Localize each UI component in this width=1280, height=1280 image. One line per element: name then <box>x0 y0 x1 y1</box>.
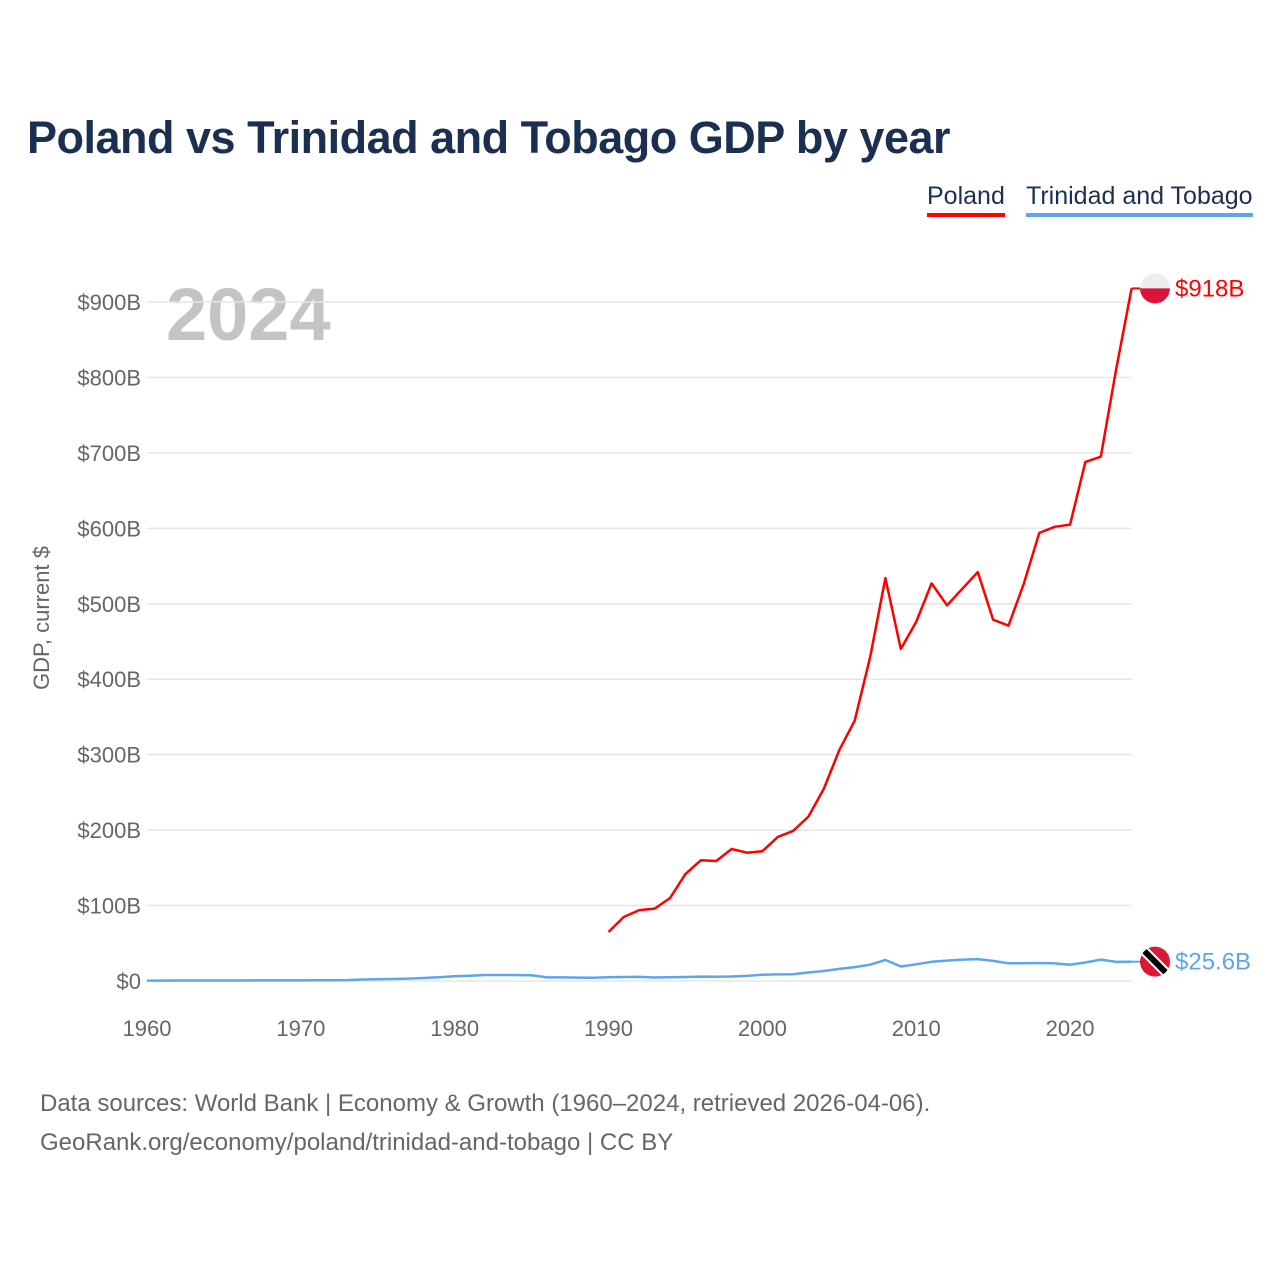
source-line-1: Data sources: World Bank | Economy & Gro… <box>40 1090 931 1117</box>
y-tick-label: $900B <box>77 290 141 315</box>
y-tick-label: $400B <box>77 667 141 692</box>
y-tick-label: $100B <box>77 894 141 919</box>
y-tick-label: $300B <box>77 743 141 768</box>
end-value-label: $918B <box>1175 275 1244 302</box>
chart-title: Poland vs Trinidad and Tobago GDP by yea… <box>27 112 951 163</box>
y-tick-label: $200B <box>77 818 141 843</box>
poland-flag-icon <box>1140 273 1170 289</box>
x-tick-label: 1980 <box>430 1016 479 1041</box>
y-tick-label: $500B <box>77 592 141 617</box>
y-tick-label: $0 <box>117 969 141 994</box>
flag-stripe-black <box>1140 946 1170 977</box>
series-line-poland <box>607 288 1133 933</box>
end-value-label: $25.6B <box>1175 949 1251 976</box>
x-tick-label: 2010 <box>892 1016 941 1041</box>
y-tick-label: $700B <box>77 441 141 466</box>
legend-poland[interactable]: Poland <box>927 182 1005 217</box>
year-label: 2024 <box>166 273 331 356</box>
y-tick-label: $600B <box>77 516 141 541</box>
y-tick-label: $800B <box>77 365 141 390</box>
source-note: Data sources: World Bank | Economy & Gro… <box>40 1084 930 1162</box>
x-tick-label: 2000 <box>738 1016 787 1041</box>
x-tick-label: 1960 <box>123 1016 172 1041</box>
x-tick-label: 1970 <box>276 1016 325 1041</box>
series-line-trinidad-and-tobago <box>147 957 1132 982</box>
legend-trinidad-and-tobago[interactable]: Trinidad and Tobago <box>1026 182 1253 217</box>
poland-flag-icon-lower <box>1140 288 1170 304</box>
x-tick-label: 1990 <box>584 1016 633 1041</box>
x-tick-label: 2020 <box>1046 1016 1095 1041</box>
source-line-2[interactable]: GeoRank.org/economy/poland/trinidad-and-… <box>40 1129 674 1156</box>
